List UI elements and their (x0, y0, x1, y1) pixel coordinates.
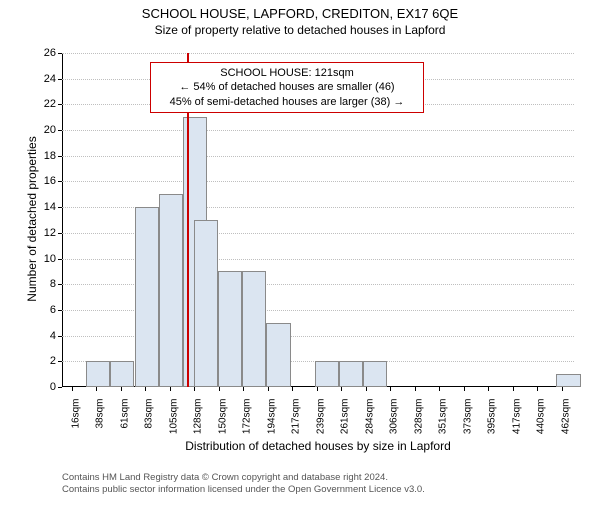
y-tick-label: 24 (44, 73, 56, 85)
x-tick (121, 387, 122, 391)
y-tick (58, 156, 62, 157)
footer-attribution: Contains HM Land Registry data © Crown c… (62, 472, 425, 497)
histogram-bar (86, 361, 110, 387)
y-tick-label: 10 (44, 253, 56, 265)
y-tick (58, 336, 62, 337)
x-tick (366, 387, 367, 391)
x-tick (170, 387, 171, 391)
x-tick (219, 387, 220, 391)
x-tick-label: 462sqm (560, 399, 571, 435)
gridline (62, 130, 574, 131)
y-tick (58, 104, 62, 105)
y-tick-label: 22 (44, 98, 56, 110)
x-tick-label: 172sqm (242, 399, 253, 435)
histogram-bar (159, 194, 183, 387)
histogram-bar (339, 361, 363, 387)
x-tick-label: 150sqm (217, 399, 228, 435)
gridline (62, 156, 574, 157)
y-tick-label: 2 (50, 355, 56, 367)
chart-title-sub: Size of property relative to detached ho… (0, 23, 600, 37)
histogram-bar (266, 323, 290, 387)
footer-line-1: Contains HM Land Registry data © Crown c… (62, 472, 425, 484)
y-tick (58, 181, 62, 182)
x-tick (415, 387, 416, 391)
info-line-3: 45% of semi-detached houses are larger (… (159, 95, 415, 109)
y-tick (58, 259, 62, 260)
x-tick (292, 387, 293, 391)
y-tick (58, 387, 62, 388)
x-tick-label: 395sqm (487, 399, 498, 435)
gridline (62, 181, 574, 182)
x-tick-label: 194sqm (266, 399, 277, 435)
y-tick (58, 310, 62, 311)
y-tick (58, 284, 62, 285)
x-tick-label: 284sqm (364, 399, 375, 435)
x-tick (439, 387, 440, 391)
x-tick (341, 387, 342, 391)
x-tick-label: 440sqm (536, 399, 547, 435)
x-tick (513, 387, 514, 391)
y-tick-label: 12 (44, 227, 56, 239)
x-tick-label: 261sqm (340, 399, 351, 435)
x-tick-label: 105sqm (168, 399, 179, 435)
y-tick-label: 8 (50, 278, 56, 290)
y-tick-label: 14 (44, 201, 56, 213)
y-tick (58, 130, 62, 131)
histogram-bar (135, 207, 159, 387)
x-tick (72, 387, 73, 391)
y-tick-label: 6 (50, 304, 56, 316)
x-tick (562, 387, 563, 391)
y-tick (58, 361, 62, 362)
y-tick (58, 207, 62, 208)
y-tick-label: 26 (44, 47, 56, 59)
x-tick-label: 38sqm (95, 399, 106, 429)
x-tick (96, 387, 97, 391)
x-tick-label: 351sqm (438, 399, 449, 435)
x-tick (390, 387, 391, 391)
x-tick-label: 128sqm (193, 399, 204, 435)
y-tick-label: 16 (44, 175, 56, 187)
histogram-bar (242, 271, 266, 387)
x-tick-label: 83sqm (144, 399, 155, 429)
x-tick-label: 61sqm (119, 399, 130, 429)
x-tick-label: 217sqm (291, 399, 302, 435)
y-axis-label: Number of detached properties (25, 119, 39, 319)
y-tick-label: 4 (50, 330, 56, 342)
x-tick (268, 387, 269, 391)
x-tick (537, 387, 538, 391)
y-tick-label: 0 (50, 381, 56, 393)
y-tick-label: 18 (44, 150, 56, 162)
histogram-bar (315, 361, 339, 387)
x-tick (194, 387, 195, 391)
chart-title-main: SCHOOL HOUSE, LAPFORD, CREDITON, EX17 6Q… (0, 6, 600, 21)
y-tick-label: 20 (44, 124, 56, 136)
histogram-bar (218, 271, 242, 387)
x-tick (145, 387, 146, 391)
x-tick-label: 239sqm (315, 399, 326, 435)
info-box: SCHOOL HOUSE: 121sqm ← 54% of detached h… (150, 62, 424, 113)
x-tick-label: 328sqm (413, 399, 424, 435)
x-tick (488, 387, 489, 391)
x-tick (317, 387, 318, 391)
x-axis-label: Distribution of detached houses by size … (62, 439, 574, 453)
histogram-bar (110, 361, 134, 387)
info-line-1: SCHOOL HOUSE: 121sqm (159, 66, 415, 80)
histogram-bar (194, 220, 218, 387)
x-tick-label: 16sqm (70, 399, 81, 429)
gridline (62, 53, 574, 54)
x-tick-label: 373sqm (462, 399, 473, 435)
histogram-bar (363, 361, 387, 387)
y-tick (58, 79, 62, 80)
x-tick (464, 387, 465, 391)
info-line-2: ← 54% of detached houses are smaller (46… (159, 80, 415, 94)
chart-container: SCHOOL HOUSE, LAPFORD, CREDITON, EX17 6Q… (0, 6, 600, 506)
x-tick-label: 306sqm (389, 399, 400, 435)
y-tick (58, 53, 62, 54)
histogram-bar (556, 374, 580, 387)
y-tick (58, 233, 62, 234)
x-tick (243, 387, 244, 391)
footer-line-2: Contains public sector information licen… (62, 484, 425, 496)
x-tick-label: 417sqm (511, 399, 522, 435)
